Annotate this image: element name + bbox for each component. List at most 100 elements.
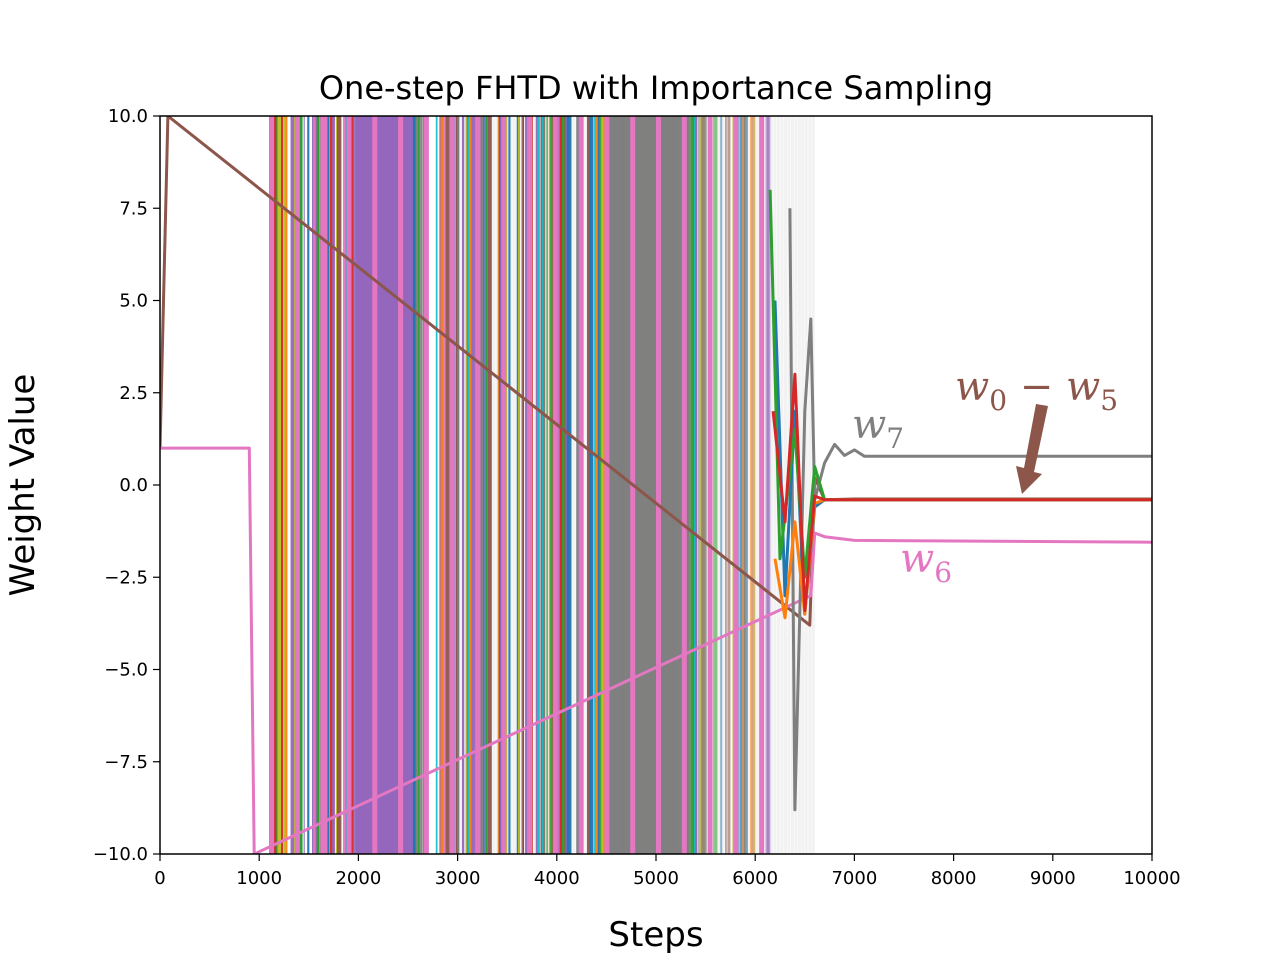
divergence-stroke [517,116,520,854]
divergence-stroke [417,116,420,854]
divergence-stroke [600,116,602,854]
divergence-stroke [269,116,275,854]
divergence-stroke [578,116,584,854]
divergence-stroke [766,116,771,854]
divergence-haze [492,116,496,854]
y-axis: −10.0 −7.5 −5.0 −2.5 0.0 2.5 5.0 7.5 10.0 [93,106,160,865]
x-tick-label: 3000 [435,868,481,889]
divergence-haze [509,116,513,854]
divergence-stroke [372,116,378,854]
divergence-stroke [707,116,713,854]
divergence-stroke [597,116,600,854]
divergence-stroke [320,116,326,854]
divergence-stroke [561,116,565,854]
divergence-haze [770,116,774,854]
divergence-stroke [542,116,546,854]
divergence-stroke [752,116,756,854]
divergence-stroke [342,116,347,854]
chart-title: One-step FHTD with Importance Sampling [319,69,993,107]
divergence-stroke [483,116,485,854]
series-line-2 [788,208,1152,812]
divergence-stroke [407,116,414,854]
divergence-haze [544,116,548,854]
divergence-stroke [485,116,488,854]
divergence-stroke [398,116,404,854]
divergence-stroke [685,116,691,854]
divergence-stroke [440,116,445,854]
y-tick-label: −2.5 [104,567,148,588]
divergence-haze [783,116,787,854]
divergence-stroke [702,116,707,854]
divergence-stroke [501,116,507,854]
divergence-stroke [300,116,303,854]
x-tick-label: 5000 [633,868,679,889]
divergence-haze [756,116,760,854]
divergence-stroke [329,116,335,854]
annotation-w7: w7 [852,402,904,455]
y-tick-label: −10.0 [93,844,148,865]
divergence-stroke [681,116,687,854]
divergence-stroke [739,116,742,854]
divergence-stroke [527,116,533,854]
divergence-stroke [546,116,548,854]
divergence-stroke [346,116,352,854]
divergence-stroke [733,116,739,854]
divergence-stroke [522,116,525,854]
divergence-stroke [442,116,446,854]
x-tick-label: 9000 [1030,868,1076,889]
divergence-stroke [471,116,477,854]
y-tick-label: 0.0 [119,475,148,496]
series-group [160,116,1152,854]
divergence-stroke [457,116,460,854]
y-axis-label: Weight Value [3,374,43,597]
divergence-stroke [548,116,550,854]
divergence-haze [495,116,499,854]
divergence-stroke [713,116,718,854]
x-tick-label: 8000 [931,868,977,889]
divergence-stroke [589,116,594,854]
divergence-stroke [697,116,702,854]
divergence-haze [533,116,537,854]
plot-area [160,116,1152,854]
divergence-stroke [488,116,492,854]
y-tick-label: 7.5 [119,198,148,219]
divergence-stroke [536,116,540,854]
divergence-stroke [420,116,423,854]
divergence-stroke [576,116,580,854]
series-line-4 [773,498,1152,620]
divergence-stroke [746,116,749,854]
divergence-haze [582,116,586,854]
divergence-stroke [541,116,544,854]
divergence-stroke [336,116,342,854]
divergence-band [269,116,815,854]
divergence-stroke [327,116,330,854]
x-axis-label: Steps [608,915,703,955]
divergence-haze [506,116,510,854]
series-line-1 [160,446,1152,854]
y-tick-label: −7.5 [104,752,148,773]
y-tick-label: 10.0 [108,106,148,127]
divergence-stroke [413,116,417,854]
y-tick-label: 2.5 [119,383,148,404]
divergence-stroke [759,116,765,854]
divergence-stroke [525,116,528,854]
divergence-stroke [656,116,661,854]
divergence-haze [794,116,798,854]
divergence-stroke [319,116,321,854]
divergence-stroke [307,116,310,854]
divergence-stroke [594,116,597,854]
divergence-stroke [461,116,465,854]
divergence-stroke [313,116,317,854]
divergence-stroke [508,116,511,854]
divergence-stroke [552,116,558,854]
divergence-stroke [586,116,592,854]
divergence-stroke [276,116,279,854]
divergence-haze [721,116,725,854]
divergence-stroke [602,116,605,854]
divergence-stroke [595,116,599,854]
x-tick-label: 4000 [534,868,580,889]
divergence-stroke [326,116,328,854]
x-tick-label: 10000 [1123,868,1180,889]
divergence-stroke [479,116,484,854]
